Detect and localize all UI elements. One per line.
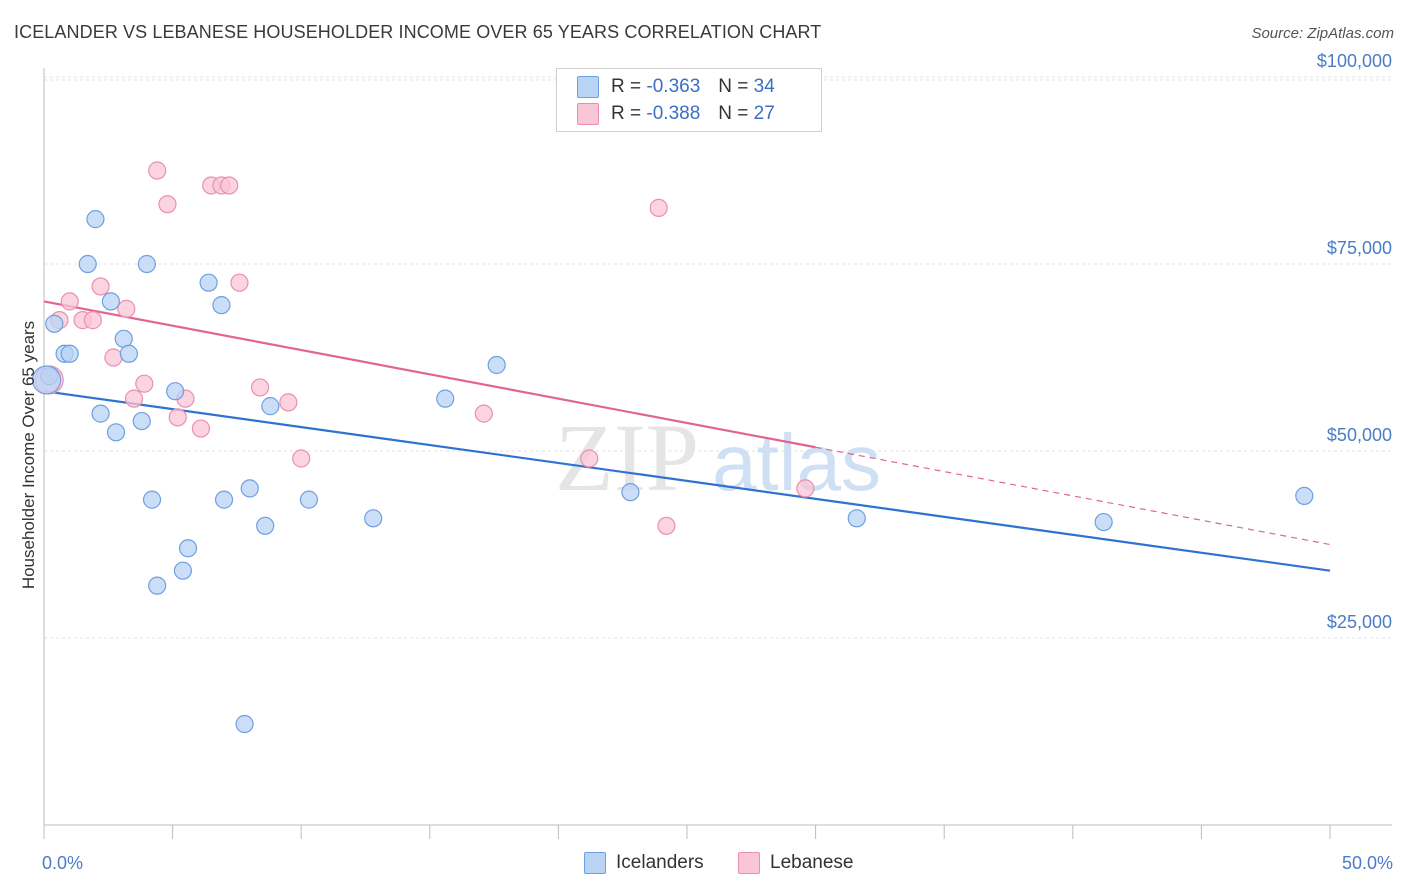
bottom-legend-label-icelanders: Icelanders (616, 852, 704, 873)
icelander-point (256, 516, 275, 535)
lebanese-point (220, 176, 239, 195)
lebanese-point (158, 195, 177, 214)
icelander-point (621, 483, 640, 502)
icelander-point (436, 389, 455, 408)
icelander-point (137, 254, 156, 274)
legend-r-label: R = (611, 103, 642, 124)
icelander-point (101, 292, 120, 311)
icelander-point (212, 296, 231, 315)
trend-line-lebanese (43, 300, 816, 449)
icelander-point (45, 314, 64, 333)
icelander-point (1094, 512, 1113, 532)
lebanese-point (796, 479, 815, 498)
y-tick-label: $75,000 (1327, 238, 1392, 258)
lebanese-point (279, 393, 298, 412)
icelander-point (1295, 486, 1314, 505)
bottom-legend-swatch-icelanders (584, 852, 606, 874)
icelander-point (261, 397, 280, 416)
icelander-point (847, 509, 866, 528)
icelander-point (487, 355, 506, 375)
y-tick-label: $100,000 (1317, 51, 1392, 71)
trend-line-icelanders (43, 390, 1331, 572)
icelander-point (240, 479, 259, 498)
lebanese-point (117, 299, 136, 318)
icelander-point (173, 561, 192, 580)
icelander-point (31, 365, 62, 395)
lebanese-point (83, 311, 102, 330)
icelander-point (106, 423, 126, 442)
lebanese-point (230, 273, 249, 292)
lebanese-point (191, 419, 210, 438)
bottom-legend-icelanders: Icelanders (584, 852, 704, 874)
icelander-point (132, 411, 151, 431)
icelander-point (235, 714, 254, 734)
lebanese-point (60, 292, 79, 311)
y-tick-label: $50,000 (1327, 425, 1392, 445)
icelander-point (86, 210, 105, 229)
lebanese-point (580, 449, 599, 468)
legend-swatch-lebanese (577, 103, 599, 125)
watermark: ZIP atlas (555, 404, 881, 511)
legend-r-value: -0.363 (646, 76, 701, 97)
lebanese-point (104, 348, 123, 367)
icelander-point (199, 273, 218, 292)
lebanese-point (91, 277, 110, 296)
icelander-point (299, 490, 319, 509)
bottom-legend-lebanese: Lebanese (738, 852, 853, 874)
lebanese-point (135, 374, 154, 393)
icelander-point (148, 576, 167, 595)
y-tick-label: $25,000 (1327, 612, 1392, 632)
icelander-point (214, 490, 234, 509)
bottom-legend-swatch-lebanese (738, 852, 760, 874)
lebanese-point (250, 378, 270, 397)
legend-swatch-icelanders (577, 76, 599, 98)
icelander-point (119, 344, 138, 363)
bottom-legend: Icelanders Lebanese (0, 852, 1406, 878)
gridlines (44, 76, 1392, 639)
icelander-point (142, 490, 162, 509)
lebanese-point (124, 389, 144, 408)
legend-r-value: -0.388 (646, 103, 701, 124)
legend-box: R = -0.363 N = 34 R = -0.388 N = 27 (556, 68, 822, 132)
icelander-point (364, 509, 383, 528)
trend-line-lebanese-extrapolated (815, 446, 1331, 546)
lebanese-point (649, 198, 668, 218)
lebanese-point (292, 449, 311, 468)
x-tick-label-max: 50.0% (1342, 853, 1393, 873)
icelander-point (60, 344, 79, 363)
legend-r-label: R = (611, 76, 642, 97)
legend-n-label: N = (718, 103, 749, 124)
legend-n-value: 34 (753, 76, 775, 97)
source-label: Source: ZipAtlas.com (1251, 25, 1394, 42)
lebanese-point (657, 516, 676, 535)
icelander-point (91, 404, 110, 423)
chart-title: ICELANDER VS LEBANESE HOUSEHOLDER INCOME… (14, 22, 822, 42)
x-tick-label-min: 0.0% (42, 853, 83, 873)
lebanese-point (474, 404, 493, 423)
watermark-atlas: atlas (712, 418, 881, 507)
legend-row-icelanders: R = -0.363 N = 34 (577, 74, 775, 100)
icelander-point (78, 254, 97, 274)
trend-lines (43, 300, 1331, 572)
bottom-legend-label-lebanese: Lebanese (770, 852, 854, 873)
data-points (31, 161, 1314, 734)
icelander-point (178, 539, 198, 558)
legend-n-value: 27 (753, 103, 775, 124)
lebanese-point (148, 161, 167, 180)
y-axis-title: Householder Income Over 65 years (19, 321, 38, 589)
icelander-point (166, 382, 185, 401)
legend-row-lebanese: R = -0.388 N = 27 (577, 101, 775, 127)
lebanese-point (168, 408, 187, 427)
axes (43, 68, 1392, 839)
legend-n-label: N = (718, 76, 749, 97)
axis-labels: $25,000 $50,000 $75,000 $100,000 0.0% 50.0% Ho… (19, 51, 1393, 873)
